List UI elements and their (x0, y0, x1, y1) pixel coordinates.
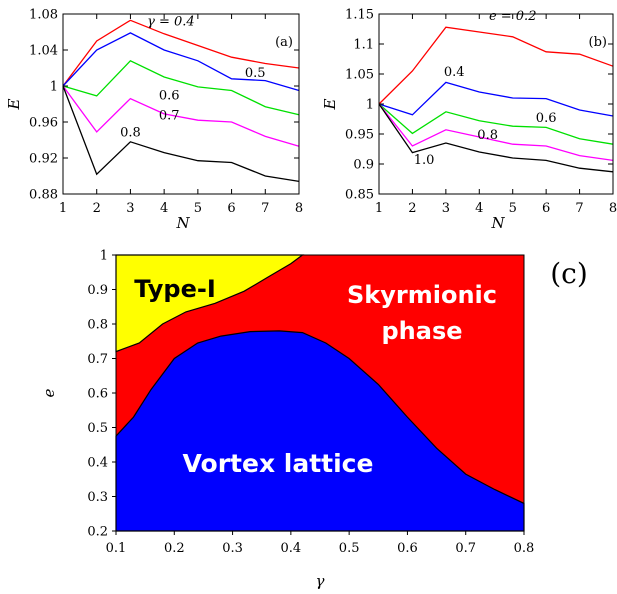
x-tick-label: 0.6 (397, 541, 418, 556)
series-line-a-1 (62, 32, 300, 92)
series-line-b-2 (378, 103, 614, 145)
x-tick-label: 4 (160, 201, 168, 216)
x-tick-label: 6 (542, 201, 550, 216)
x-tick-label: 5 (194, 201, 202, 216)
x-tick-label: 0.5 (339, 541, 360, 556)
y-tick-label: 1.04 (29, 44, 58, 59)
x-tick-label: 4 (475, 201, 483, 216)
y-tick-label: 1.1 (353, 38, 374, 53)
x-tick-label: 0.7 (455, 541, 476, 556)
series-annotation: 0.7 (159, 108, 180, 123)
series-annotation: 0.6 (536, 111, 557, 126)
series-annotation: 0.6 (159, 89, 180, 104)
region-label-vortex-lattice: Vortex lattice (183, 449, 374, 478)
x-tick-label: 3 (442, 201, 450, 216)
series-line-a-4 (62, 85, 300, 183)
y-tick-label: 0.4 (87, 456, 108, 471)
series-line-a-0 (62, 19, 300, 87)
y-tick-label: 1 (366, 98, 374, 113)
x-tick-label: 2 (93, 201, 101, 216)
panel-c-phase-diagram: 0.1 0.2 0.3 0.4 0.5 0.6 0.7 0.80.20.30.40.50.60… (40, 249, 588, 591)
series-line-a-3 (62, 85, 300, 147)
x-axis-label: γ (316, 572, 325, 590)
x-tick-label: 5 (509, 201, 517, 216)
x-tick-label: 0.1 (106, 541, 127, 556)
y-tick-label: 0.9 (353, 158, 374, 173)
y-tick-label: 0.9 (87, 283, 108, 298)
y-tick-label: 0.8 (87, 318, 108, 333)
region-type-i (115, 254, 305, 353)
y-axis-label: E (321, 98, 339, 110)
region-label-phase: phase (381, 317, 462, 345)
panel-label: (b) (589, 35, 607, 50)
series-annotation: 0.5 (245, 66, 266, 81)
y-tick-label: 1 (100, 249, 108, 264)
series-annotation: γ = 0.4 (147, 15, 195, 30)
x-axis-label: N (490, 214, 505, 232)
series-annotation: e = 0.2 (489, 9, 537, 24)
region-label-type-i: Type-I (134, 275, 216, 303)
y-tick-label: 1 (50, 80, 58, 95)
series-line-b-4 (378, 103, 614, 173)
region-label-skyrmionic: Skyrmionic (347, 281, 497, 309)
series-annotation: 0.8 (120, 125, 141, 140)
y-tick-label: 0.85 (345, 188, 374, 203)
y-tick-label: 0.95 (345, 128, 374, 143)
y-tick-label: 1.05 (345, 68, 374, 83)
series-line-b-0 (378, 26, 614, 105)
x-tick-label: 1 (59, 201, 67, 216)
x-tick-label: 0.2 (164, 541, 185, 556)
y-axis-label: E (5, 98, 23, 110)
x-tick-label: 0.4 (281, 541, 302, 556)
panel-a-chart: 1 2 3 4 5 6 7 8 0.88 0.92 0.96 1 1.04 1.08 N Eγ = 0.4 0.… (5, 8, 303, 233)
y-tick-label: 1.15 (345, 8, 374, 23)
plot-frame-a (62, 13, 300, 195)
x-tick-label: 8 (295, 201, 303, 216)
series-annotation: 1.0 (414, 153, 435, 168)
y-tick-label: 0.2 (87, 525, 108, 540)
x-tick-label: 3 (126, 201, 134, 216)
x-tick-label: 2 (408, 201, 416, 216)
x-tick-label: 8 (609, 201, 617, 216)
x-tick-label: 0.8 (514, 541, 535, 556)
series-line-b-1 (378, 81, 614, 117)
region-vortex-lattice (115, 330, 525, 532)
y-axis-label: e (40, 388, 58, 397)
x-tick-label: 7 (261, 201, 269, 216)
panel-label: (c) (550, 257, 588, 290)
y-tick-label: 0.92 (29, 152, 58, 167)
y-tick-label: 1.08 (29, 8, 58, 23)
y-tick-label: 0.6 (87, 387, 108, 402)
series-annotation: 0.8 (477, 128, 498, 143)
y-tick-label: 0.3 (87, 490, 108, 505)
y-tick-label: 0.96 (29, 116, 58, 131)
x-tick-label: 7 (575, 201, 583, 216)
panel-label: (a) (275, 35, 293, 50)
y-tick-label: 0.88 (29, 188, 58, 203)
panel-b-chart: 1 2 3 4 5 6 7 8 0.85 0.9 0.95 1 1.05 1.1 1.15 N Ee = 0.2… (321, 8, 617, 233)
y-tick-label: 0.7 (87, 352, 108, 367)
series-annotation: 0.4 (444, 65, 465, 80)
x-tick-label: 0.3 (222, 541, 243, 556)
x-axis-label: N (175, 214, 190, 232)
series-line-b-3 (378, 103, 614, 162)
y-tick-label: 0.5 (87, 421, 108, 436)
x-tick-label: 6 (227, 201, 235, 216)
series-line-a-2 (62, 60, 300, 116)
x-tick-label: 1 (375, 201, 383, 216)
